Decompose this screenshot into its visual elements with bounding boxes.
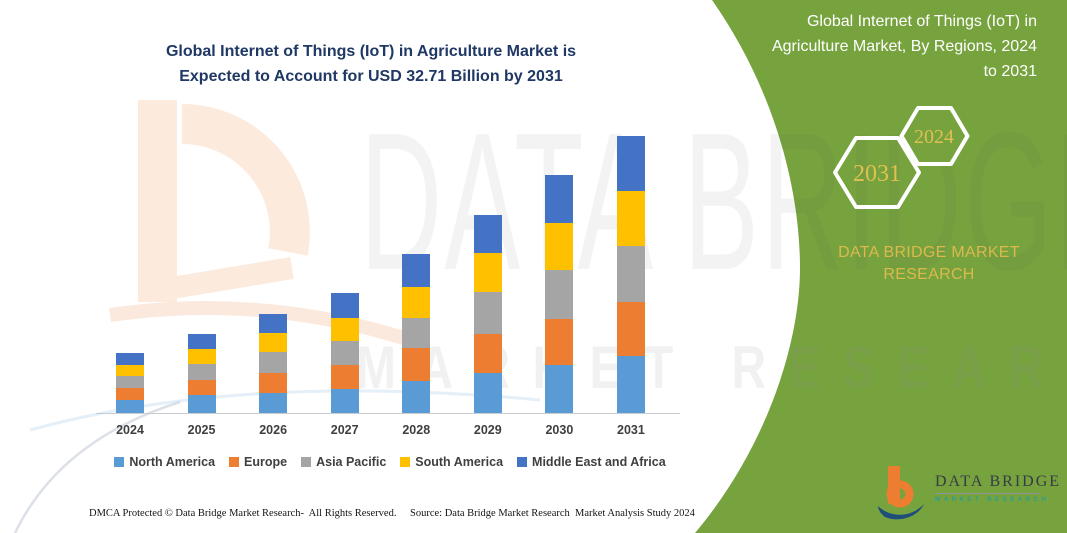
legend-swatch-icon [229,457,240,467]
side-panel-heading-line1: Global Internet of Things (IoT) in [806,13,1037,30]
chart-title-line1: Global Internet of Things (IoT) in Agric… [165,43,577,60]
x-axis-label-2029: 2029 [473,423,502,437]
bar-segment-2031 [616,301,645,357]
chart-title-line2: Expected to Account for USD 32.71 Billio… [179,67,563,85]
bar-segment-2031 [616,356,645,413]
bar-segment-2024 [116,364,144,376]
bar-segment-2031 [616,135,645,191]
bar-segment-2030 [545,223,574,270]
x-axis-label-2028: 2028 [402,423,431,437]
bar-segment-2030 [545,365,574,413]
bar-segment-2030 [545,175,574,224]
bar-segment-2024 [116,400,144,413]
bar-segment-2028 [402,317,431,349]
legend-label: South America [415,455,504,469]
chart-title: Global Internet of Things (IoT) in Agric… [146,40,596,90]
bar-segment-2027 [330,341,359,366]
bar-segment-2029 [473,372,502,413]
brand-text: DATA BRIDGE MARKET RESEARCH [818,242,1040,287]
bar-segment-2025 [187,334,216,349]
bar-segment-2027 [330,388,359,413]
brand-text-line2: RESEARCH [883,266,975,284]
footer-source: Source: Data Bridge Market Research Mark… [410,508,695,519]
bar-segment-2026 [259,352,288,373]
x-axis-label-2025: 2025 [187,423,216,437]
bar-segment-2028 [402,348,431,382]
x-axis-label-2024: 2024 [116,423,144,437]
legend-swatch-icon [114,457,125,467]
chart-legend: North America Europe Asia Pacific South Ame… [100,455,680,469]
logo-title: DATA BRIDGE [935,473,1062,490]
company-logo: DATA BRIDGE MARKET RESEARCH [878,462,1061,522]
bar-segment-2031 [616,190,645,246]
bar-segment-2029 [473,292,502,334]
bar-2028 [402,254,431,413]
bar-segment-2031 [616,245,645,302]
x-axis-label-2031: 2031 [617,423,645,437]
x-axis-label-2026: 2026 [259,423,288,437]
x-axis-line [96,413,680,414]
bar-segment-2028 [402,254,431,287]
brand-text-line1: DATA BRIDGE MARKET [838,244,1020,261]
legend-item: North America [114,455,215,469]
bar-segment-2026 [259,333,288,353]
bar-2026 [259,313,288,413]
bar-segment-2025 [187,395,216,413]
bar-2030 [545,175,574,413]
x-axis-label-2027: 2027 [330,423,359,437]
legend-label: Europe [244,455,288,469]
bar-segment-2025 [187,380,216,396]
bar-segment-2026 [259,372,288,393]
legend-label: North America [129,455,216,469]
bar-2031 [616,135,645,413]
bar-2027 [330,293,359,413]
logo-divider [935,493,1039,494]
bar-2025 [187,334,216,413]
legend-item: Asia Pacific [301,455,386,469]
bar-segment-2027 [330,293,359,318]
logo-b-icon [878,466,924,520]
bar-segment-2029 [473,253,502,293]
footer-copyright: DMCA Protected © Data Bridge Market Rese… [89,508,397,519]
legend-swatch-icon [517,457,528,467]
bar-segment-2024 [116,375,144,389]
legend-swatch-icon [400,457,411,467]
bar-segment-2026 [259,313,288,334]
bar-segment-2025 [187,348,216,365]
bar-2024 [116,353,144,413]
bar-chart-plot-area [116,135,645,413]
legend-swatch-icon [301,457,312,467]
legend-label: Middle East and Africa [532,455,666,469]
side-panel-heading-line2: Agriculture Market, By Regions, 2024 [771,37,1037,55]
legend-item: Middle East and Africa [517,455,666,469]
x-axis-labels: 2024 2025 2026 2027 2028 2029 2030 2031 [116,423,645,437]
bar-segment-2024 [116,353,144,365]
bar-segment-2027 [330,365,359,389]
x-axis-label-2030: 2030 [545,423,574,437]
legend-label: Asia Pacific [316,455,387,469]
bar-segment-2029 [473,333,502,373]
bar-segment-2030 [545,269,574,319]
side-panel-heading-line3: to 2031 [983,62,1037,80]
legend-item: South America [400,455,503,469]
bar-segment-2025 [187,364,216,381]
bar-segment-2026 [259,392,288,413]
bar-2029 [473,215,502,413]
bar-segment-2024 [116,388,144,401]
bar-segment-2027 [330,317,359,342]
logo-subtitle: MARKET RESEARCH [935,496,1050,503]
side-panel-heading: Global Internet of Things (IoT) in Agric… [707,10,1037,84]
legend-item: Europe [229,455,287,469]
bar-segment-2028 [402,286,431,318]
bar-segment-2028 [402,381,431,413]
bar-segment-2029 [473,215,502,254]
logo-text: DATA BRIDGE MARKET RESEARCH [935,462,1061,503]
bar-segment-2030 [545,318,574,366]
